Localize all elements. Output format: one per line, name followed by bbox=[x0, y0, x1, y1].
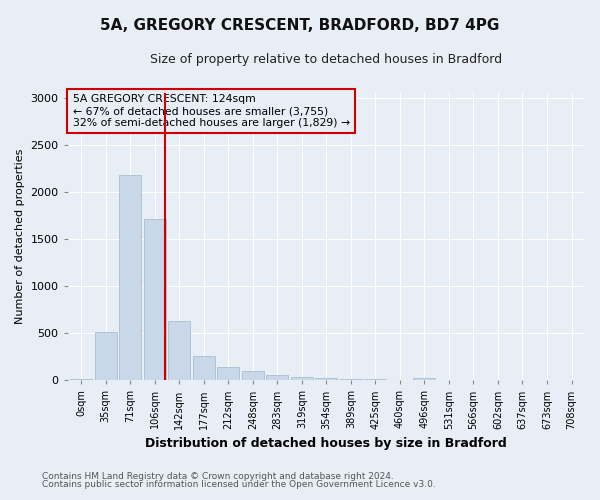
X-axis label: Distribution of detached houses by size in Bradford: Distribution of detached houses by size … bbox=[145, 437, 507, 450]
Title: Size of property relative to detached houses in Bradford: Size of property relative to detached ho… bbox=[150, 52, 502, 66]
Bar bbox=[119, 175, 141, 380]
Text: 5A GREGORY CRESCENT: 124sqm
← 67% of detached houses are smaller (3,755)
32% of : 5A GREGORY CRESCENT: 124sqm ← 67% of det… bbox=[73, 94, 350, 128]
Bar bbox=[316, 378, 337, 380]
Bar bbox=[413, 378, 436, 380]
Bar bbox=[168, 321, 190, 380]
Bar bbox=[291, 377, 313, 380]
Bar bbox=[340, 379, 362, 380]
Bar bbox=[144, 219, 166, 380]
Bar bbox=[217, 367, 239, 380]
Text: Contains HM Land Registry data © Crown copyright and database right 2024.: Contains HM Land Registry data © Crown c… bbox=[42, 472, 394, 481]
Bar bbox=[95, 332, 117, 380]
Bar bbox=[266, 375, 289, 380]
Text: 5A, GREGORY CRESCENT, BRADFORD, BD7 4PG: 5A, GREGORY CRESCENT, BRADFORD, BD7 4PG bbox=[100, 18, 500, 32]
Bar bbox=[193, 356, 215, 380]
Y-axis label: Number of detached properties: Number of detached properties bbox=[15, 149, 25, 324]
Text: Contains public sector information licensed under the Open Government Licence v3: Contains public sector information licen… bbox=[42, 480, 436, 489]
Bar bbox=[242, 372, 264, 380]
